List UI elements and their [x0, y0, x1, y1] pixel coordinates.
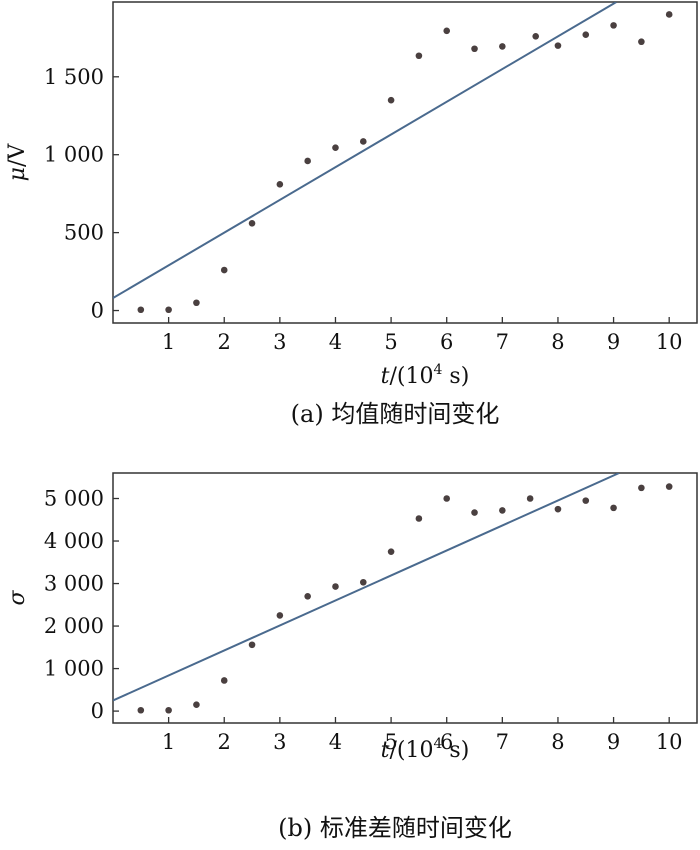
chart-b-x-tick-label: 3: [273, 730, 286, 754]
chart-a-data-point: [304, 157, 311, 165]
chart-b-data-point: [137, 706, 145, 714]
chart-a-data-point: [387, 96, 395, 104]
chart-b-plot-frame: [112, 472, 698, 724]
chart-b-x-tick-label: 7: [496, 730, 509, 754]
chart-a-x-tick-label: 7: [496, 330, 509, 354]
chart-a-x-tick-label: 4: [329, 330, 342, 354]
chart-b-data-point: [276, 612, 284, 619]
chart-b-x-tick-label: 10: [656, 730, 683, 754]
chart-b-data-point: [471, 509, 478, 516]
chart-a-x-tick-label: 3: [273, 330, 286, 354]
chart-a-x-tick-label: 6: [440, 330, 453, 354]
chart-a-data-point: [443, 27, 451, 35]
chart-b-y-axis-label: σ: [5, 590, 30, 606]
chart-a-data-point: [499, 43, 506, 50]
chart-a-fit-line: [113, 2, 617, 299]
chart-b-x-tick-label: 4: [329, 730, 342, 754]
chart-a-plot-frame: [112, 1, 698, 324]
chart-b-y-tick-label: 4 000: [44, 529, 104, 553]
chart-b: 1 2 3 4 5 6 7 8 9 10 0 1 000 2 000 3 000 4 000 5 000 t/(…: [5, 472, 698, 842]
chart-a-data-point: [165, 306, 172, 314]
chart-a-data-point: [276, 181, 284, 188]
chart-b-data-point: [248, 641, 256, 649]
chart-a: 1 2 3 4 5 6 7 8 9 10 0 500 1 000 1 500 t/(104 s) μ/V (a)…: [5, 1, 698, 428]
chart-b-x-tick-label: 2: [218, 730, 231, 754]
chart-a-data-point: [220, 266, 228, 274]
chart-a-data-point: [471, 45, 478, 53]
chart-a-y-tick-label: 1 000: [44, 143, 104, 167]
chart-b-caption: (b) 标准差随时间变化: [278, 814, 512, 842]
chart-b-y-tick-label: 3 000: [44, 572, 104, 596]
chart-b-fit-line: [113, 473, 620, 702]
chart-b-data-point: [443, 495, 451, 502]
chart-b-data-point: [387, 548, 395, 555]
chart-a-data-point: [665, 11, 673, 18]
chart-a-y-tick-label: 0: [91, 299, 104, 323]
chart-b-data-point: [220, 677, 228, 684]
chart-a-data-point: [137, 306, 145, 314]
chart-a-data-point: [638, 38, 645, 46]
chart-b-y-tick-label: 5 000: [44, 487, 104, 511]
chart-a-data-point: [359, 138, 367, 145]
chart-b-x-tick-label: 8: [551, 730, 564, 754]
chart-b-x-tick-label: 6: [440, 730, 453, 754]
chart-a-y-axis-label: μ/V: [5, 143, 30, 182]
chart-b-data-point: [665, 483, 673, 490]
chart-a-data-point: [582, 31, 590, 39]
chart-a-y-tick-label: 500: [64, 221, 104, 245]
chart-a-data-point: [554, 42, 562, 49]
chart-b-data-point: [526, 495, 534, 502]
chart-b-y-tick-label: 2 000: [44, 614, 104, 638]
chart-a-x-tick-label: 10: [656, 330, 683, 354]
chart-a-data-point: [248, 219, 256, 227]
chart-a-data-point: [193, 299, 200, 307]
chart-a-x-tick-label: 2: [218, 330, 231, 354]
chart-a-data-point: [415, 52, 423, 60]
chart-b-data-point: [554, 505, 562, 513]
chart-b-data-point: [415, 515, 423, 522]
chart-b-data-point: [499, 507, 506, 514]
chart-b-x-axis-label: t/(104 s): [381, 736, 470, 763]
chart-b-data-point: [193, 701, 200, 709]
chart-a-x-tick-label: 9: [607, 330, 620, 354]
chart-b-data-point: [304, 592, 311, 600]
chart-a-caption: (a) 均值随时间变化: [291, 400, 500, 428]
chart-a-data-point: [332, 144, 339, 151]
chart-b-x-tick-label: 5: [384, 730, 397, 754]
chart-a-x-axis-label: t/(104 s): [381, 362, 470, 389]
chart-b-y-tick-label: 1 000: [44, 657, 104, 681]
chart-a-x-tick-label: 5: [384, 330, 397, 354]
chart-b-data-point: [359, 578, 367, 586]
chart-a-data-point: [532, 32, 540, 40]
chart-b-data-point: [332, 583, 339, 590]
chart-b-data-point: [638, 484, 645, 492]
chart-a-x-tick-label: 1: [162, 330, 175, 354]
chart-b-data-point: [610, 504, 617, 512]
chart-b-data-point: [582, 497, 590, 504]
chart-b-data-point: [165, 706, 172, 714]
chart-a-y-tick-label: 1 500: [44, 65, 104, 89]
chart-a-x-tick-label: 8: [551, 330, 564, 354]
chart-b-x-tick-label: 9: [607, 730, 620, 754]
chart-b-y-tick-label: 0: [91, 699, 104, 723]
chart-a-data-point: [610, 22, 617, 29]
chart-b-x-tick-label: 1: [162, 730, 175, 754]
